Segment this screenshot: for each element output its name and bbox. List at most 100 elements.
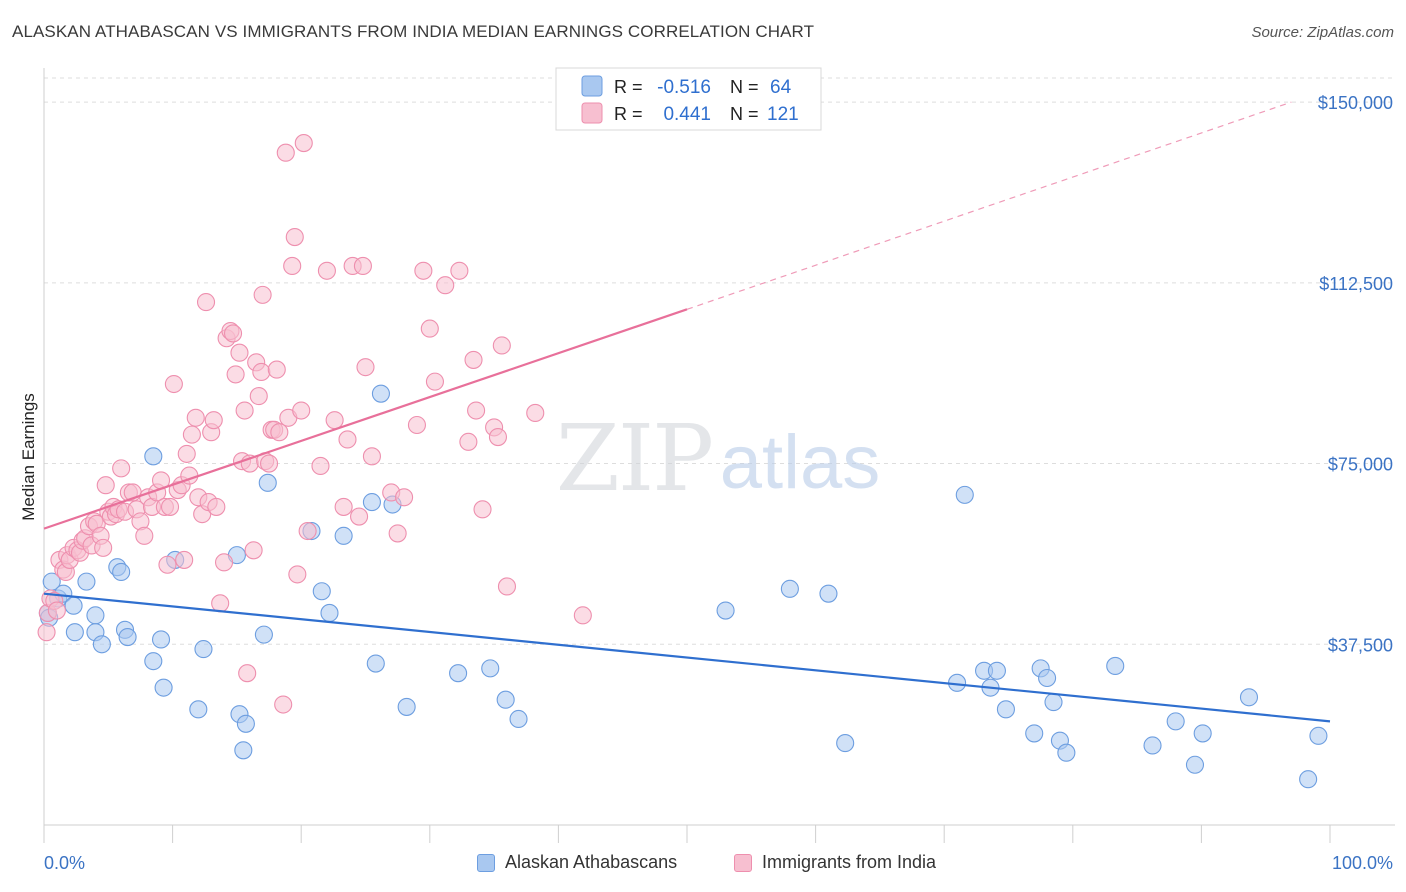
pink-point-106: [459, 432, 478, 451]
y-tick-label-0: $37,500: [1328, 635, 1393, 655]
axes: [43, 68, 1395, 843]
y-axis-label: Median Earnings: [19, 393, 38, 521]
legend-r-value-blue: -0.516: [657, 77, 711, 98]
pink-point-56: [211, 594, 230, 613]
pink-point-70: [252, 362, 271, 382]
pink-point-44: [175, 550, 194, 569]
watermark-atlas: atlas: [720, 420, 881, 505]
pink-trend-line: [43, 308, 688, 530]
blue-point-41: [716, 601, 735, 620]
pink-point-112: [492, 336, 511, 355]
pink-point-86: [298, 521, 317, 541]
pink-point-115: [573, 606, 592, 625]
pink-point-113: [497, 577, 517, 596]
pink-point-82: [285, 227, 304, 247]
blue-point-24: [234, 741, 253, 760]
x-tick-label-1: 100.0%: [1332, 853, 1393, 873]
pink-point-83: [288, 565, 307, 584]
pink-point-79: [276, 143, 295, 162]
blue-point-54: [1044, 693, 1063, 712]
blue-point-64: [1309, 726, 1328, 745]
legend-n-value-blue: 64: [770, 77, 792, 98]
legend-top: R = -0.516 N = 64 R = 0.441 N = 121: [555, 67, 822, 131]
pink-point-27: [112, 459, 131, 478]
pink-point-71: [253, 285, 272, 304]
pink-point-69: [249, 387, 268, 406]
blue-point-33: [366, 654, 385, 673]
pink-point-51: [196, 293, 216, 312]
legend-n-label-pink: N =: [730, 104, 759, 124]
pink-point-108: [467, 401, 486, 420]
pink-point-89: [325, 411, 344, 430]
blue-point-7: [77, 572, 96, 591]
blue-point-25: [236, 714, 255, 733]
legend-label-immigrants-from-india: Immigrants from India: [762, 852, 937, 872]
pink-point-55: [207, 497, 226, 516]
pink-point-73: [259, 454, 279, 473]
blue-point-36: [397, 697, 416, 716]
pink-point-114: [526, 403, 545, 422]
blue-point-57: [1106, 656, 1125, 676]
pink-point-100: [407, 415, 426, 435]
blue-point-62: [1239, 688, 1259, 707]
pink-point-78: [274, 695, 293, 714]
pink-point-111: [488, 427, 508, 447]
pink-point-98: [388, 524, 407, 543]
trend-lines: [43, 101, 1331, 723]
pink-point-88: [317, 261, 336, 280]
pink-point-77: [270, 423, 289, 442]
blue-point-17: [151, 630, 171, 649]
blue-point-27: [258, 473, 277, 492]
pink-point-54: [204, 411, 223, 430]
blue-point-38: [481, 659, 500, 678]
watermark: ZIP atlas: [556, 405, 880, 512]
pink-point-105: [450, 261, 469, 280]
blue-point-42: [780, 579, 799, 598]
blue-point-26: [254, 625, 273, 644]
blue-point-30: [320, 603, 339, 622]
legend-item-alaskan-athabascans: Alaskan Athabascans: [477, 852, 677, 873]
legend-n-label-blue: N =: [730, 77, 759, 97]
blue-point-51: [1025, 724, 1044, 743]
blue-point-10: [92, 635, 111, 654]
pink-point-85: [294, 134, 313, 153]
pink-point-84: [292, 401, 311, 420]
blue-point-39: [496, 690, 515, 709]
legend-r-label-pink: R =: [614, 104, 643, 124]
pink-point-81: [283, 256, 302, 276]
blue-point-61: [1193, 724, 1212, 743]
chart-source: Source: ZipAtlas.com: [1251, 24, 1394, 41]
pink-point-4: [47, 601, 66, 620]
blue-point-5: [64, 596, 83, 615]
pink-point-101: [414, 261, 433, 280]
blue-point-21: [194, 640, 213, 659]
pink-point-62: [230, 343, 249, 362]
blue-point-34: [371, 384, 390, 403]
legend-swatch-blue: [581, 75, 603, 97]
pink-point-61: [226, 365, 245, 384]
blue-point-32: [362, 493, 381, 512]
pink-point-0: [37, 623, 56, 642]
pink-point-65: [238, 664, 257, 683]
pink-point-93: [350, 507, 369, 526]
blue-point-6: [65, 623, 84, 642]
blue-point-58: [1143, 736, 1162, 755]
pink-point-64: [235, 401, 254, 420]
pink-point-57: [214, 553, 234, 572]
blue-point-49: [987, 661, 1006, 680]
pink-point-21: [96, 476, 115, 495]
legend-swatch-blue-bottom: [477, 853, 495, 872]
blue-point-50: [996, 700, 1015, 719]
pink-point-40: [160, 497, 180, 516]
y-tick-label-3: $150,000: [1318, 93, 1393, 113]
blue-point-15: [144, 652, 163, 671]
blue-point-43: [819, 584, 838, 603]
blue-point-20: [189, 700, 208, 719]
pink-point-45: [177, 444, 196, 463]
pink-point-20: [94, 538, 113, 557]
pink-point-67: [244, 541, 263, 560]
legend-swatch-pink-bottom: [734, 853, 752, 872]
data-points: [37, 134, 1328, 789]
blue-point-31: [334, 526, 353, 545]
